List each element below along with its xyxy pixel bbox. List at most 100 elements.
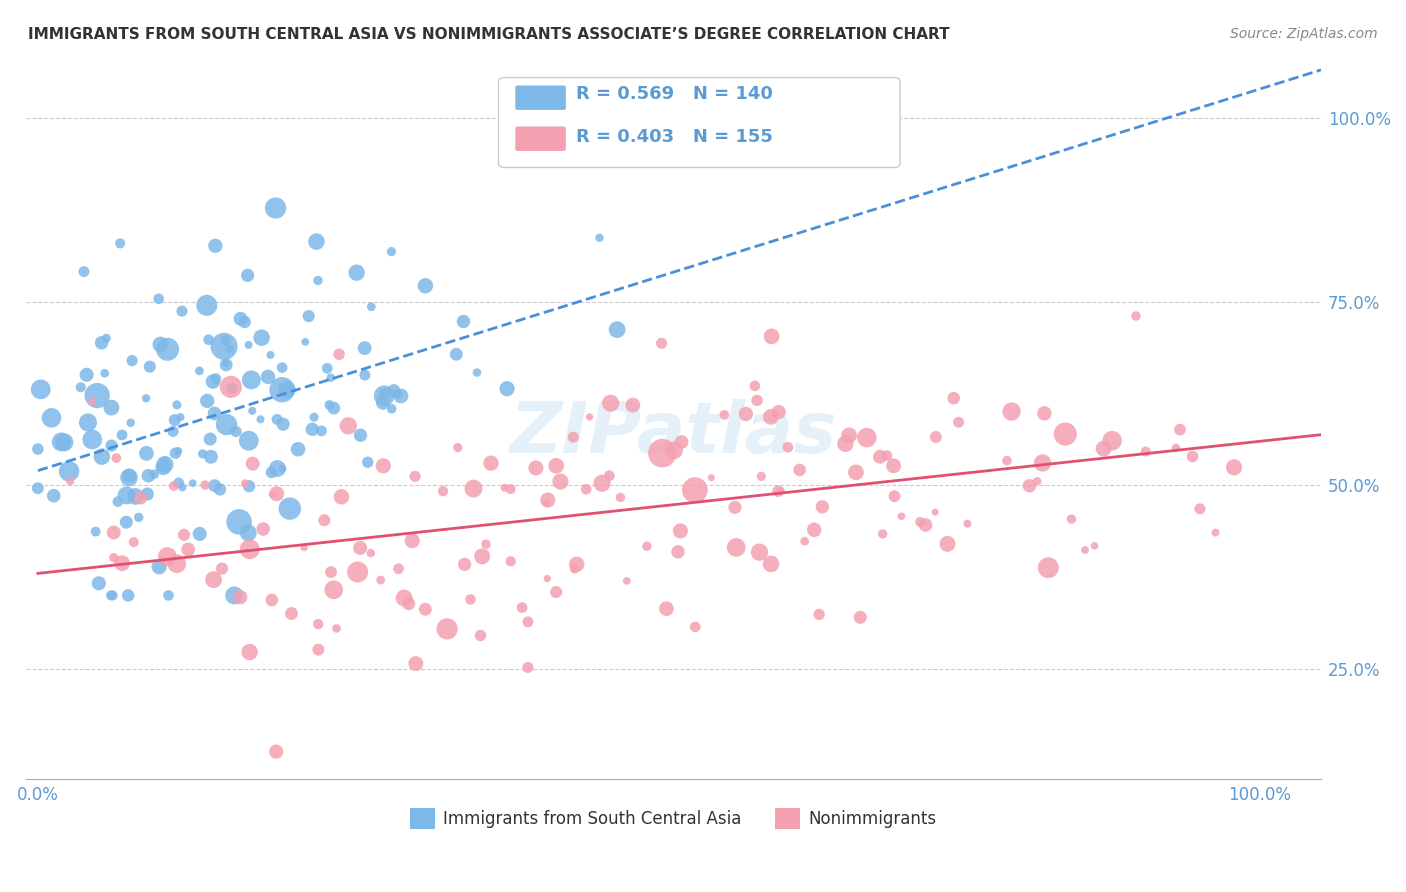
Point [322, 401, 344, 416]
Point [346, 565, 368, 579]
Point [224, 589, 246, 603]
Point [105, 451, 128, 466]
Point [219, 380, 242, 394]
Point [181, 476, 204, 491]
Point [325, 622, 347, 636]
Point [734, 407, 756, 421]
Point [84, 524, 107, 539]
Point [177, 542, 200, 557]
Point [305, 235, 328, 249]
Point [924, 505, 946, 519]
Point [122, 535, 145, 549]
Point [80, 394, 103, 409]
Point [238, 525, 260, 540]
Point [205, 371, 228, 385]
Point [41, 410, 63, 425]
Point [387, 562, 409, 576]
Point [872, 527, 894, 541]
Point [793, 534, 815, 549]
Point [869, 450, 891, 464]
Point [496, 382, 519, 396]
Point [769, 484, 792, 499]
Point [188, 527, 211, 541]
Point [152, 460, 174, 475]
Point [360, 300, 382, 314]
Point [260, 466, 283, 480]
Point [948, 415, 970, 429]
Point [301, 422, 323, 436]
Point [59, 475, 82, 489]
Point [215, 358, 238, 372]
Point [266, 486, 288, 500]
Point [834, 437, 856, 451]
Point [260, 593, 283, 607]
Point [669, 524, 692, 538]
Point [578, 409, 600, 424]
Point [257, 369, 280, 384]
Point [107, 494, 129, 508]
Point [606, 323, 628, 337]
Point [401, 533, 423, 548]
Point [27, 481, 49, 495]
Point [1026, 475, 1049, 489]
Point [173, 528, 195, 542]
Point [214, 334, 236, 348]
Point [759, 409, 782, 424]
Point [90, 335, 112, 350]
Point [294, 334, 316, 349]
Point [115, 515, 138, 529]
Text: R = 0.569   N = 140: R = 0.569 N = 140 [576, 85, 773, 103]
Point [330, 490, 353, 504]
Point [148, 292, 170, 306]
Point [546, 585, 568, 599]
Point [118, 468, 141, 483]
Point [163, 479, 186, 493]
Point [101, 589, 124, 603]
Point [169, 410, 191, 425]
Point [499, 554, 522, 568]
FancyBboxPatch shape [516, 86, 565, 110]
Point [838, 428, 860, 442]
Point [748, 545, 770, 559]
Point [655, 601, 678, 615]
Point [382, 384, 405, 398]
Point [266, 461, 288, 475]
FancyBboxPatch shape [516, 127, 565, 151]
Point [1164, 441, 1187, 455]
Point [233, 476, 256, 491]
Point [346, 266, 368, 280]
Point [138, 468, 160, 483]
Point [153, 458, 176, 472]
Point [319, 370, 342, 384]
Point [381, 401, 404, 416]
Point [204, 406, 226, 420]
Point [195, 393, 218, 408]
Point [546, 458, 568, 473]
Point [212, 339, 235, 353]
Point [562, 430, 585, 444]
Point [942, 391, 965, 405]
Point [318, 398, 340, 412]
Point [890, 509, 912, 524]
Point [651, 336, 673, 351]
Point [494, 481, 516, 495]
Point [124, 490, 146, 504]
Point [115, 488, 138, 502]
Point [236, 268, 259, 283]
Point [191, 447, 214, 461]
Point [204, 479, 226, 493]
Point [135, 446, 157, 460]
Point [238, 338, 260, 352]
Point [240, 373, 263, 387]
Point [292, 541, 315, 555]
Point [148, 559, 170, 574]
Point [156, 343, 179, 357]
Point [118, 470, 141, 484]
Point [238, 434, 260, 448]
Point [82, 433, 104, 447]
Point [744, 379, 766, 393]
Point [215, 356, 238, 370]
Point [808, 607, 831, 622]
Point [599, 396, 621, 410]
Point [856, 431, 879, 445]
